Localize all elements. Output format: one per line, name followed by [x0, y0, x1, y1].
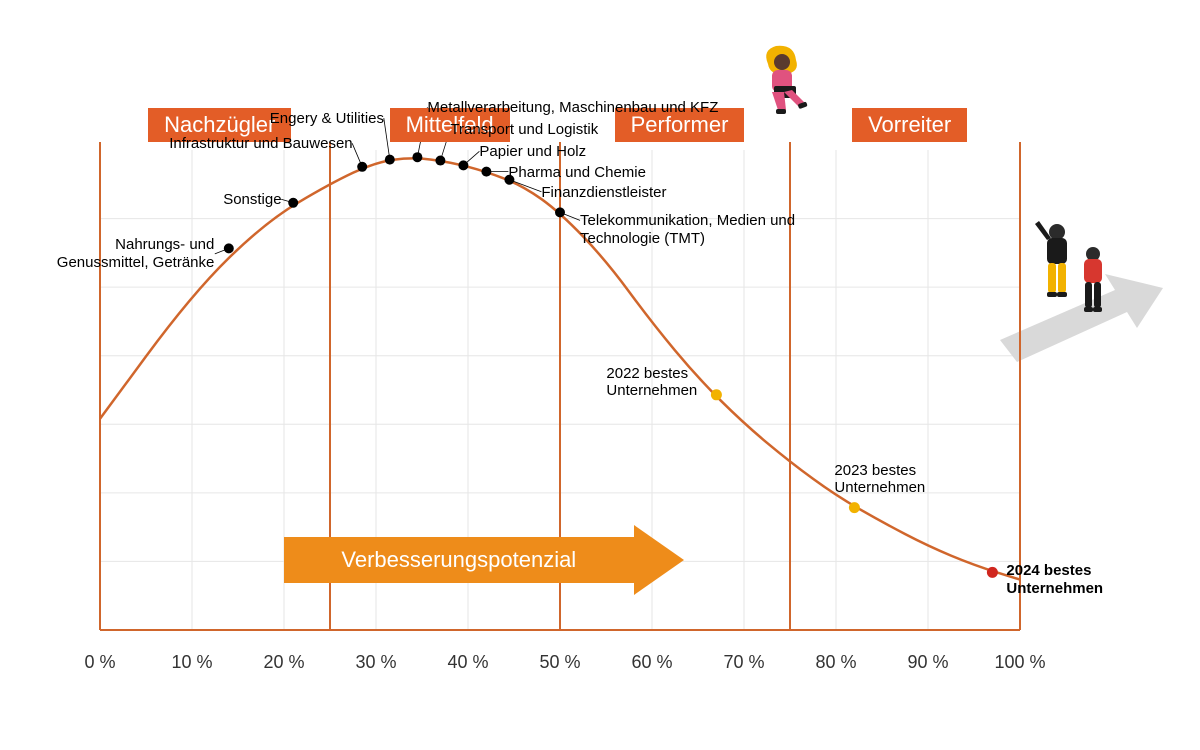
industry-label: Engery & Utilities — [270, 110, 384, 127]
x-tick-label: 30 % — [355, 652, 396, 673]
improvement-arrow-head — [634, 525, 684, 595]
x-tick-label: 0 % — [84, 652, 115, 673]
best-company-label: 2024 bestes Unternehmen — [1006, 562, 1103, 597]
sitting-person-illustration — [766, 46, 808, 114]
x-tick-label: 60 % — [631, 652, 672, 673]
industry-label: Pharma und Chemie — [508, 164, 646, 181]
best-company-point — [987, 567, 998, 578]
x-tick-label: 80 % — [815, 652, 856, 673]
best-company-point — [711, 389, 722, 400]
industry-label: Finanzdienstleister — [541, 184, 666, 201]
industry-label: Telekommunikation, Medien und Technologi… — [580, 212, 795, 247]
industry-label: Transport und Logistik — [450, 121, 598, 138]
industry-label: Papier und Holz — [479, 143, 586, 160]
x-tick-label: 50 % — [539, 652, 580, 673]
x-tick-label: 40 % — [447, 652, 488, 673]
category-box: Vorreiter — [852, 108, 967, 142]
x-tick-label: 100 % — [994, 652, 1045, 673]
industry-label: Nahrungs- und Genussmittel, Getränke — [57, 236, 215, 271]
best-company-point — [849, 502, 860, 513]
industry-label: Sonstige — [223, 191, 281, 208]
industry-label: Metallverarbeitung, Maschinenbau und KFZ — [427, 99, 718, 116]
x-tick-label: 10 % — [171, 652, 212, 673]
x-tick-label: 70 % — [723, 652, 764, 673]
improvement-arrow: Verbesserungspotenzial — [284, 537, 634, 583]
standing-pair-illustration — [1000, 221, 1163, 362]
industry-label: Infrastruktur und Bauwesen — [169, 135, 352, 152]
best-company-label: 2023 bestes Unternehmen — [834, 462, 925, 497]
x-tick-label: 90 % — [907, 652, 948, 673]
x-tick-label: 20 % — [263, 652, 304, 673]
best-company-label: 2022 bestes Unternehmen — [606, 365, 697, 400]
